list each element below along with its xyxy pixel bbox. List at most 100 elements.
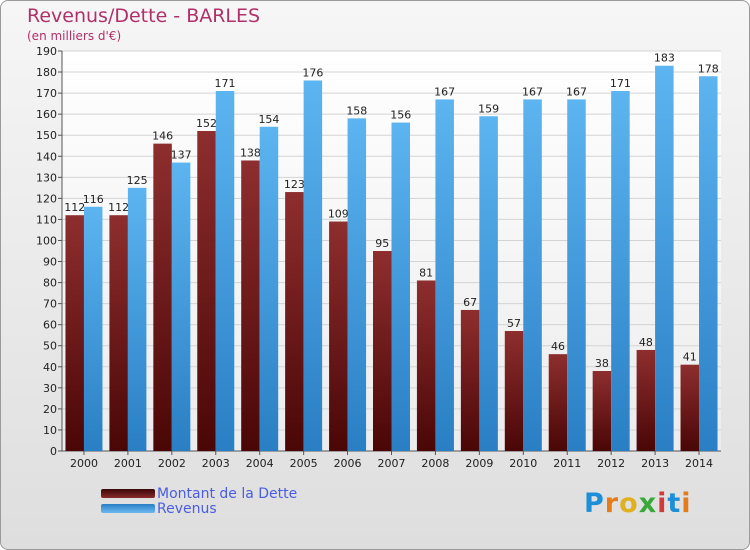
y-tick-label: 40 bbox=[43, 361, 57, 374]
data-label-revenus: 167 bbox=[566, 85, 587, 98]
x-tick-label: 2011 bbox=[553, 457, 581, 470]
data-label-dette: 46 bbox=[551, 340, 565, 353]
y-tick-label: 30 bbox=[43, 382, 57, 395]
bar-revenus bbox=[567, 99, 586, 451]
y-tick-label: 70 bbox=[43, 298, 57, 311]
data-label-dette: 112 bbox=[64, 201, 85, 214]
x-tick-label: 2007 bbox=[378, 457, 406, 470]
bar-dette bbox=[373, 251, 392, 451]
data-label-dette: 95 bbox=[375, 237, 389, 250]
data-label-revenus: 156 bbox=[390, 109, 411, 122]
y-tick-label: 150 bbox=[36, 129, 57, 142]
bar-dette bbox=[548, 354, 568, 451]
chart-subtitle: (en milliers d'€) bbox=[27, 29, 122, 43]
x-tick-label: 2004 bbox=[246, 457, 274, 470]
logo-letter: i bbox=[657, 488, 668, 519]
y-tick-label: 60 bbox=[43, 319, 57, 332]
logo-letter: i bbox=[681, 488, 692, 519]
bar-revenus bbox=[171, 162, 191, 451]
logo-letter: o bbox=[619, 488, 639, 519]
x-tick-label: 2013 bbox=[641, 457, 669, 470]
bar-dette bbox=[636, 349, 656, 451]
bar-revenus bbox=[699, 76, 718, 452]
x-tick-label: 2009 bbox=[465, 457, 493, 470]
logo-letter: t bbox=[667, 488, 682, 519]
bar-revenus bbox=[347, 118, 367, 452]
data-label-revenus: 176 bbox=[302, 66, 323, 79]
bar-dette bbox=[153, 143, 172, 451]
bar-dette bbox=[416, 280, 436, 451]
x-tick-label: 2005 bbox=[290, 457, 318, 470]
y-tick-label: 120 bbox=[36, 192, 57, 205]
y-tick-label: 50 bbox=[43, 340, 57, 353]
bar-dette bbox=[241, 160, 260, 451]
data-label-dette: 57 bbox=[507, 317, 521, 330]
data-label-revenus: 183 bbox=[654, 52, 675, 65]
logo-letter: r bbox=[604, 488, 620, 519]
y-tick-label: 190 bbox=[36, 45, 57, 58]
data-label-revenus: 171 bbox=[610, 77, 631, 90]
bar-dette bbox=[680, 364, 700, 451]
data-label-revenus: 125 bbox=[127, 174, 148, 187]
y-tick-label: 160 bbox=[36, 108, 57, 121]
bar-revenus bbox=[523, 99, 542, 451]
bar-revenus bbox=[479, 116, 498, 452]
x-tick-label: 2003 bbox=[202, 457, 230, 470]
bar-dette bbox=[504, 331, 524, 451]
bar-dette bbox=[65, 215, 84, 451]
bar-dette bbox=[592, 371, 612, 451]
bar-revenus bbox=[83, 206, 103, 451]
y-tick-label: 0 bbox=[50, 445, 57, 458]
data-label-revenus: 167 bbox=[522, 85, 543, 98]
data-label-dette: 152 bbox=[196, 117, 217, 130]
bar-revenus bbox=[611, 91, 630, 451]
x-tick-label: 2012 bbox=[597, 457, 625, 470]
bar-dette bbox=[329, 221, 348, 451]
y-tick-label: 20 bbox=[43, 403, 57, 416]
y-tick-label: 170 bbox=[36, 87, 57, 100]
bar-revenus bbox=[655, 65, 674, 451]
legend-swatch-dette bbox=[101, 489, 155, 498]
data-label-revenus: 178 bbox=[698, 62, 719, 75]
data-label-revenus: 158 bbox=[346, 104, 367, 117]
y-tick-label: 140 bbox=[36, 150, 57, 163]
data-label-dette: 38 bbox=[595, 357, 609, 370]
y-tick-label: 90 bbox=[43, 256, 57, 269]
bar-dette bbox=[109, 215, 128, 451]
data-label-revenus: 154 bbox=[258, 113, 279, 126]
data-label-dette: 123 bbox=[284, 178, 305, 191]
logo-letter: x bbox=[638, 488, 658, 519]
y-tick-label: 100 bbox=[36, 234, 57, 247]
legend-swatch-revenus bbox=[101, 504, 155, 513]
data-label-dette: 112 bbox=[108, 201, 129, 214]
data-label-dette: 41 bbox=[683, 351, 697, 364]
data-label-dette: 138 bbox=[240, 146, 261, 159]
data-label-revenus: 159 bbox=[478, 102, 499, 115]
data-label-dette: 48 bbox=[639, 336, 653, 349]
bar-revenus bbox=[259, 126, 279, 451]
x-tick-label: 2010 bbox=[509, 457, 537, 470]
bar-revenus bbox=[391, 122, 410, 451]
x-tick-label: 2001 bbox=[114, 457, 142, 470]
bar-revenus bbox=[435, 99, 454, 451]
y-tick-label: 110 bbox=[36, 213, 57, 226]
bar-revenus bbox=[303, 80, 323, 451]
y-tick-label: 10 bbox=[43, 424, 57, 437]
x-tick-label: 2006 bbox=[334, 457, 362, 470]
data-label-revenus: 171 bbox=[215, 77, 236, 90]
bar-revenus bbox=[215, 91, 235, 451]
data-label-dette: 81 bbox=[419, 266, 433, 279]
bar-dette bbox=[460, 309, 480, 451]
data-label-dette: 146 bbox=[152, 130, 173, 143]
data-label-revenus: 116 bbox=[83, 193, 104, 206]
x-tick-label: 2002 bbox=[158, 457, 186, 470]
y-tick-label: 80 bbox=[43, 277, 57, 290]
y-tick-label: 180 bbox=[36, 66, 57, 79]
logo-letter: P bbox=[584, 488, 605, 519]
x-tick-label: 2014 bbox=[685, 457, 713, 470]
bar-revenus bbox=[127, 187, 147, 451]
x-tick-label: 2000 bbox=[70, 457, 98, 470]
data-label-dette: 67 bbox=[463, 296, 477, 309]
